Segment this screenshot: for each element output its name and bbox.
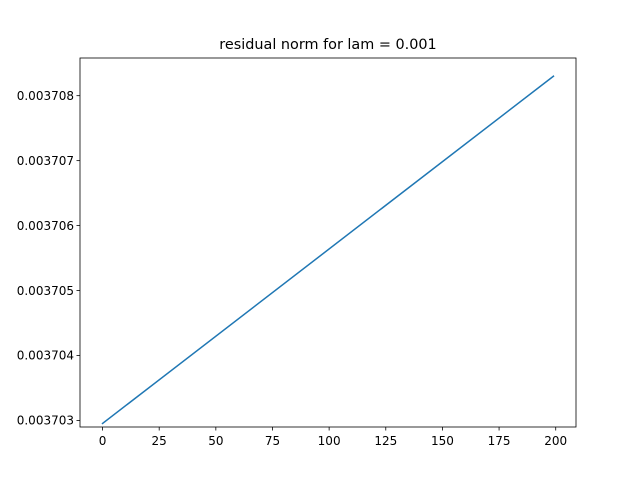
x-tick-label: 25 <box>152 434 167 448</box>
x-tick-label: 0 <box>99 434 107 448</box>
axes-frame <box>79 57 577 428</box>
x-tick-label: 125 <box>374 434 397 448</box>
series-line-0 <box>101 75 555 425</box>
y-tick-label: 0.003703 <box>17 414 74 428</box>
y-tick-label: 0.003707 <box>17 154 74 168</box>
y-tick-label: 0.003705 <box>17 284 74 298</box>
y-tick-label: 0.003708 <box>17 89 74 103</box>
x-tick-label: 150 <box>431 434 454 448</box>
y-tick-label: 0.003704 <box>17 349 74 363</box>
y-tick-label: 0.003706 <box>17 219 74 233</box>
x-axis: 0 25 50 75 100 125 150 175 200 <box>99 427 567 448</box>
x-tick-label: 200 <box>544 434 567 448</box>
chart-title: residual norm for lam = 0.001 <box>219 37 436 53</box>
y-axis: 0.003703 0.003704 0.003705 0.003706 0.003707… <box>17 89 80 428</box>
x-tick-label: 175 <box>488 434 511 448</box>
x-tick-label: 75 <box>265 434 280 448</box>
x-tick-label: 100 <box>318 434 341 448</box>
x-tick-label: 50 <box>208 434 223 448</box>
series-layer <box>101 75 555 425</box>
